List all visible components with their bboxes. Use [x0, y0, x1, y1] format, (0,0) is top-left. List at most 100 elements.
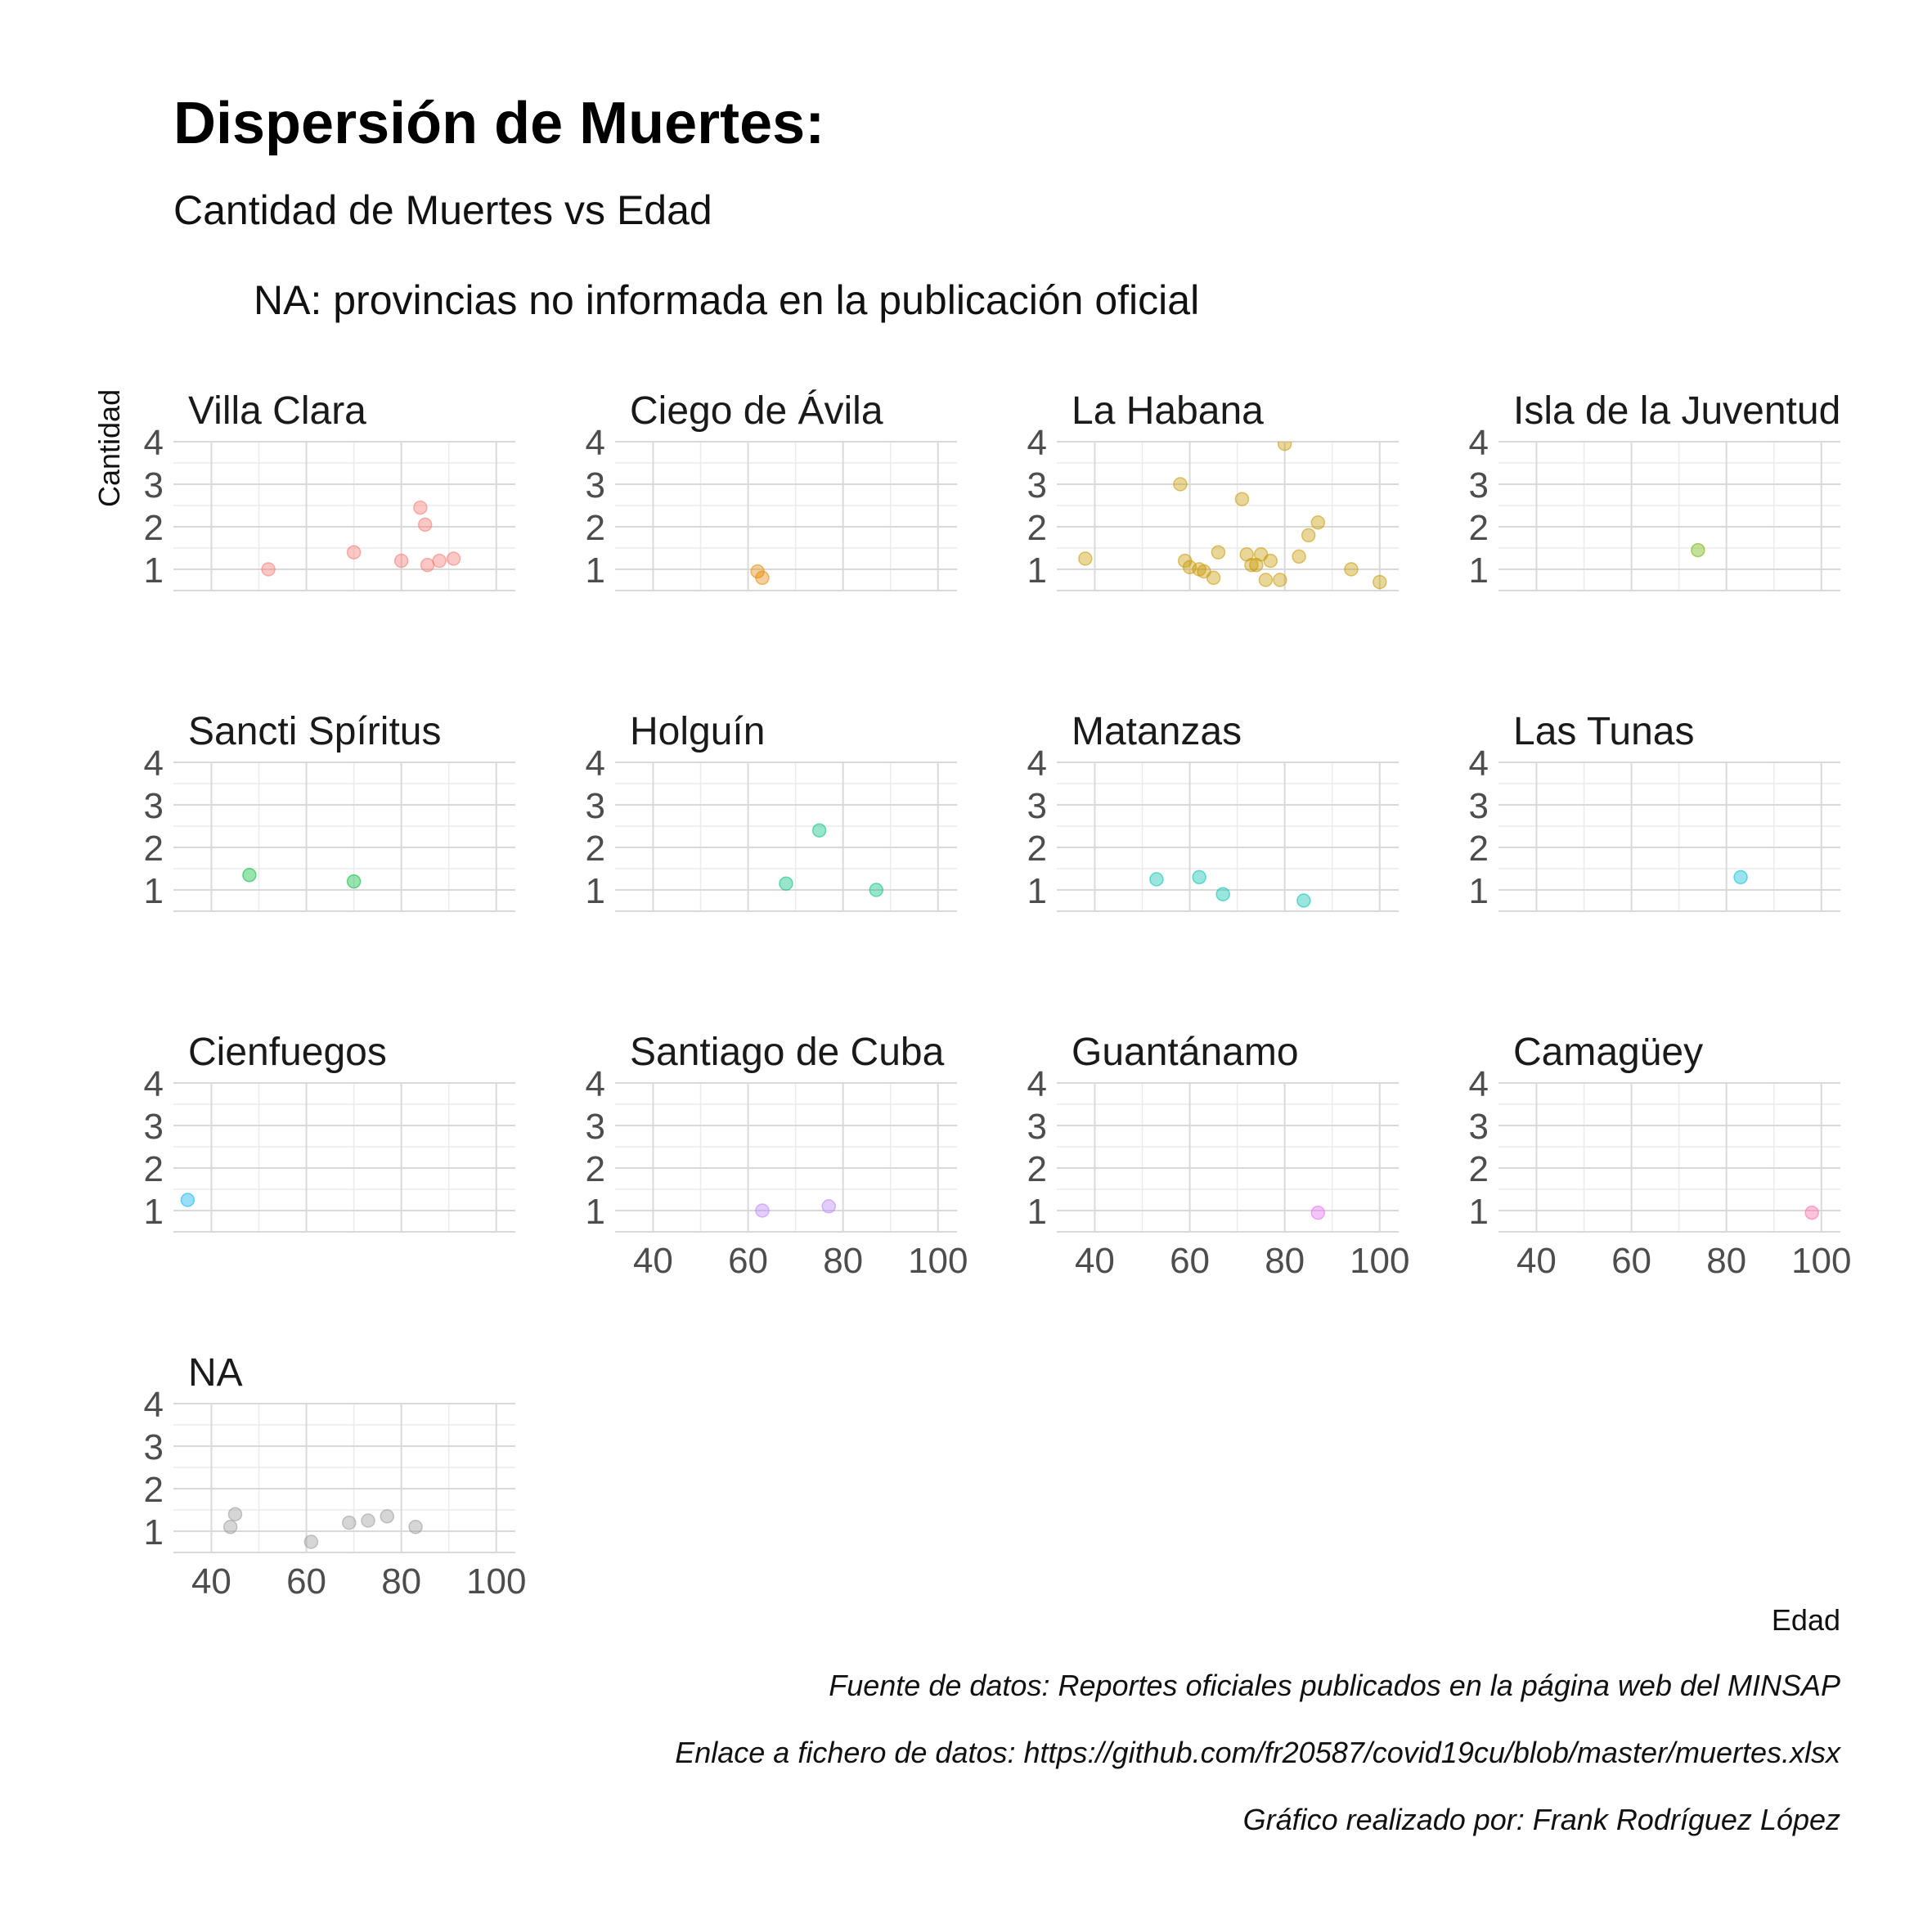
data-point [393, 553, 409, 568]
data-point [1263, 553, 1278, 568]
y-tick-label: 2 [144, 1149, 164, 1189]
data-point [380, 1509, 394, 1524]
y-tick-label: 2 [1027, 1149, 1047, 1189]
y-tick-label: 1 [144, 1512, 164, 1552]
x-tick-label: 100 [1350, 1241, 1409, 1281]
data-point [1373, 574, 1387, 590]
x-tick-label: 100 [1791, 1241, 1851, 1281]
y-tick-label: 2 [1027, 508, 1047, 548]
data-point [227, 1507, 243, 1521]
chart-title: Dispersión de Muertes: [173, 91, 825, 156]
data-point [821, 1199, 836, 1214]
y-tick-label: 3 [144, 786, 164, 826]
y-tick-label: 4 [1469, 1064, 1489, 1104]
x-tick-label: 40 [191, 1561, 231, 1602]
data-point [1149, 872, 1164, 887]
y-tick-label: 4 [1469, 423, 1489, 463]
data-point [1234, 492, 1250, 506]
y-tick-label: 3 [1469, 465, 1489, 505]
point-group [1733, 869, 1748, 885]
y-tick-label: 3 [586, 465, 605, 505]
point-group [750, 564, 770, 586]
facet-title: Santiago de Cuba [630, 1031, 945, 1074]
data-point [242, 868, 257, 883]
x-tick-label: 80 [381, 1561, 421, 1602]
data-point [432, 553, 447, 568]
y-tick-label: 4 [144, 744, 164, 784]
data-point [413, 500, 428, 515]
y-tick-label: 1 [1027, 550, 1047, 591]
facet-title: Las Tunas [1513, 710, 1694, 753]
y-tick-label: 4 [1027, 744, 1047, 784]
data-point [1310, 1205, 1326, 1220]
x-tick-label: 80 [1706, 1241, 1746, 1281]
y-tick-label: 2 [586, 1149, 605, 1189]
y-tick-label: 2 [1469, 508, 1489, 548]
y-tick-label: 3 [144, 1107, 164, 1147]
y-tick-label: 3 [1469, 1107, 1489, 1147]
x-axis-label: Edad [1771, 1603, 1840, 1637]
y-tick-label: 1 [1469, 1192, 1489, 1232]
data-point [1296, 893, 1311, 908]
data-point [346, 874, 362, 889]
y-tick-label: 1 [586, 550, 605, 591]
data-point [361, 1513, 375, 1528]
y-tick-label: 4 [1027, 1064, 1047, 1104]
facet-title: Villa Clara [188, 389, 366, 433]
caption-source: Fuente de datos: Reportes oficiales publ… [829, 1669, 1840, 1702]
data-point [1277, 442, 1292, 452]
y-tick-label: 2 [586, 829, 605, 869]
data-point [420, 558, 435, 573]
data-point [408, 1520, 423, 1534]
facet-title: Ciego de Ávila [630, 389, 883, 433]
point-group [779, 823, 884, 897]
y-tick-label: 1 [144, 550, 164, 591]
data-point [222, 1520, 238, 1534]
y-tick-label: 2 [1469, 829, 1489, 869]
data-point [346, 545, 362, 559]
data-point [1344, 562, 1359, 577]
facet-title: Matanzas [1072, 710, 1242, 753]
point-group [755, 1199, 836, 1218]
y-tick-label: 4 [1469, 744, 1489, 784]
y-tick-label: 1 [144, 1192, 164, 1232]
point-group [180, 1193, 195, 1207]
x-tick-label: 60 [728, 1241, 768, 1281]
x-tick-label: 60 [1611, 1241, 1651, 1281]
point-group [1691, 542, 1705, 558]
y-tick-label: 2 [144, 1470, 164, 1510]
y-tick-label: 2 [1027, 829, 1047, 869]
data-point [755, 1203, 770, 1218]
point-group [222, 1507, 423, 1549]
y-tick-label: 3 [1027, 786, 1047, 826]
y-tick-label: 3 [144, 465, 164, 505]
y-tick-label: 3 [1027, 1107, 1047, 1147]
data-point [303, 1534, 319, 1549]
caption-author: Gráfico realizado por: Frank Rodríguez L… [1242, 1803, 1840, 1836]
y-tick-label: 3 [586, 786, 605, 826]
data-point [1211, 545, 1226, 559]
caption-link: Enlace a fichero de datos: https://githu… [675, 1736, 1840, 1769]
facet-title: Camagüey [1513, 1031, 1703, 1074]
point-group [1078, 442, 1387, 590]
y-tick-label: 4 [144, 1064, 164, 1104]
y-tick-label: 1 [1469, 871, 1489, 911]
chart-note: NA: provincias no informada en la public… [254, 277, 1200, 323]
data-point [1078, 551, 1093, 566]
point-group [242, 868, 362, 889]
data-point [755, 570, 770, 586]
point-group [1804, 1205, 1819, 1220]
y-tick-label: 2 [144, 508, 164, 548]
data-point [180, 1193, 195, 1207]
data-point [417, 517, 433, 532]
y-tick-label: 4 [144, 1385, 164, 1425]
